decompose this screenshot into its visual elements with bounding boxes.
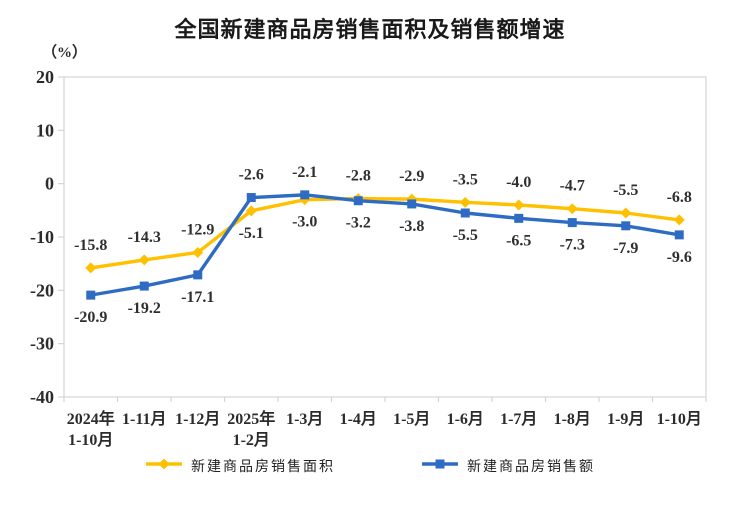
svg-text:1-9月: 1-9月	[607, 410, 644, 428]
svg-text:-2.1: -2.1	[292, 164, 317, 181]
legend-label-sales-amount: 新建商品房销售额	[467, 460, 595, 475]
svg-text:-12.9: -12.9	[181, 221, 214, 238]
svg-text:1-2月: 1-2月	[233, 431, 270, 449]
svg-text:-7.9: -7.9	[613, 240, 638, 257]
svg-text:10: 10	[36, 120, 54, 140]
svg-text:2024年: 2024年	[67, 409, 115, 428]
svg-text:-15.8: -15.8	[74, 237, 107, 254]
svg-text:-3.2: -3.2	[346, 215, 371, 232]
svg-text:1-4月: 1-4月	[340, 410, 377, 428]
svg-text:0: 0	[45, 174, 54, 194]
svg-text:-4.7: -4.7	[560, 178, 585, 195]
svg-text:-20: -20	[30, 280, 54, 300]
svg-text:20: 20	[36, 67, 54, 87]
svg-text:1-10月: 1-10月	[68, 431, 113, 449]
svg-text:1-6月: 1-6月	[447, 410, 484, 428]
svg-text:-10: -10	[30, 227, 54, 247]
svg-text:2025年: 2025年	[227, 409, 275, 428]
svg-text:-7.3: -7.3	[560, 237, 585, 254]
chart-title: 全国新建商品房销售面积及销售额增速	[174, 17, 566, 42]
svg-text:1-7月: 1-7月	[500, 410, 537, 428]
sales-amount-series-swatch-icon	[421, 457, 459, 476]
svg-text:-2.8: -2.8	[346, 168, 371, 185]
svg-text:-6.5: -6.5	[506, 232, 531, 249]
legend-item-sales-area: 新建商品房销售面积	[145, 456, 335, 476]
chart-legend: 新建商品房销售面积 新建商品房销售额	[0, 456, 740, 476]
svg-text:-2.6: -2.6	[239, 167, 264, 184]
sales-area-series-swatch-icon	[145, 457, 183, 476]
svg-text:-14.3: -14.3	[128, 229, 161, 246]
svg-text:1-11月: 1-11月	[122, 410, 166, 428]
svg-text:-5.5: -5.5	[613, 182, 638, 199]
svg-text:-3.8: -3.8	[399, 218, 424, 235]
svg-text:1-8月: 1-8月	[554, 410, 591, 428]
svg-text:-6.8: -6.8	[667, 189, 692, 206]
svg-text:-20.9: -20.9	[74, 309, 107, 326]
svg-text:-3.0: -3.0	[292, 214, 317, 231]
svg-text:1-5月: 1-5月	[393, 410, 430, 428]
svg-text:-17.1: -17.1	[181, 289, 214, 306]
svg-text:1-10月: 1-10月	[657, 410, 702, 428]
legend-item-sales-amount: 新建商品房销售额	[421, 456, 595, 476]
svg-text:-30: -30	[30, 334, 54, 354]
svg-text:1-3月: 1-3月	[286, 410, 323, 428]
legend-label-sales-area: 新建商品房销售面积	[191, 460, 335, 475]
svg-text:1-12月: 1-12月	[175, 410, 220, 428]
svg-text:-40: -40	[30, 387, 54, 407]
svg-text:-5.5: -5.5	[453, 227, 478, 244]
svg-text:-3.5: -3.5	[453, 171, 478, 188]
svg-text:-4.0: -4.0	[506, 174, 531, 191]
svg-text:-5.1: -5.1	[239, 225, 264, 242]
svg-text:-2.9: -2.9	[399, 168, 424, 185]
y-axis-unit-label: （%）	[42, 45, 88, 61]
svg-text:-9.6: -9.6	[667, 249, 692, 266]
svg-text:-19.2: -19.2	[128, 300, 161, 317]
